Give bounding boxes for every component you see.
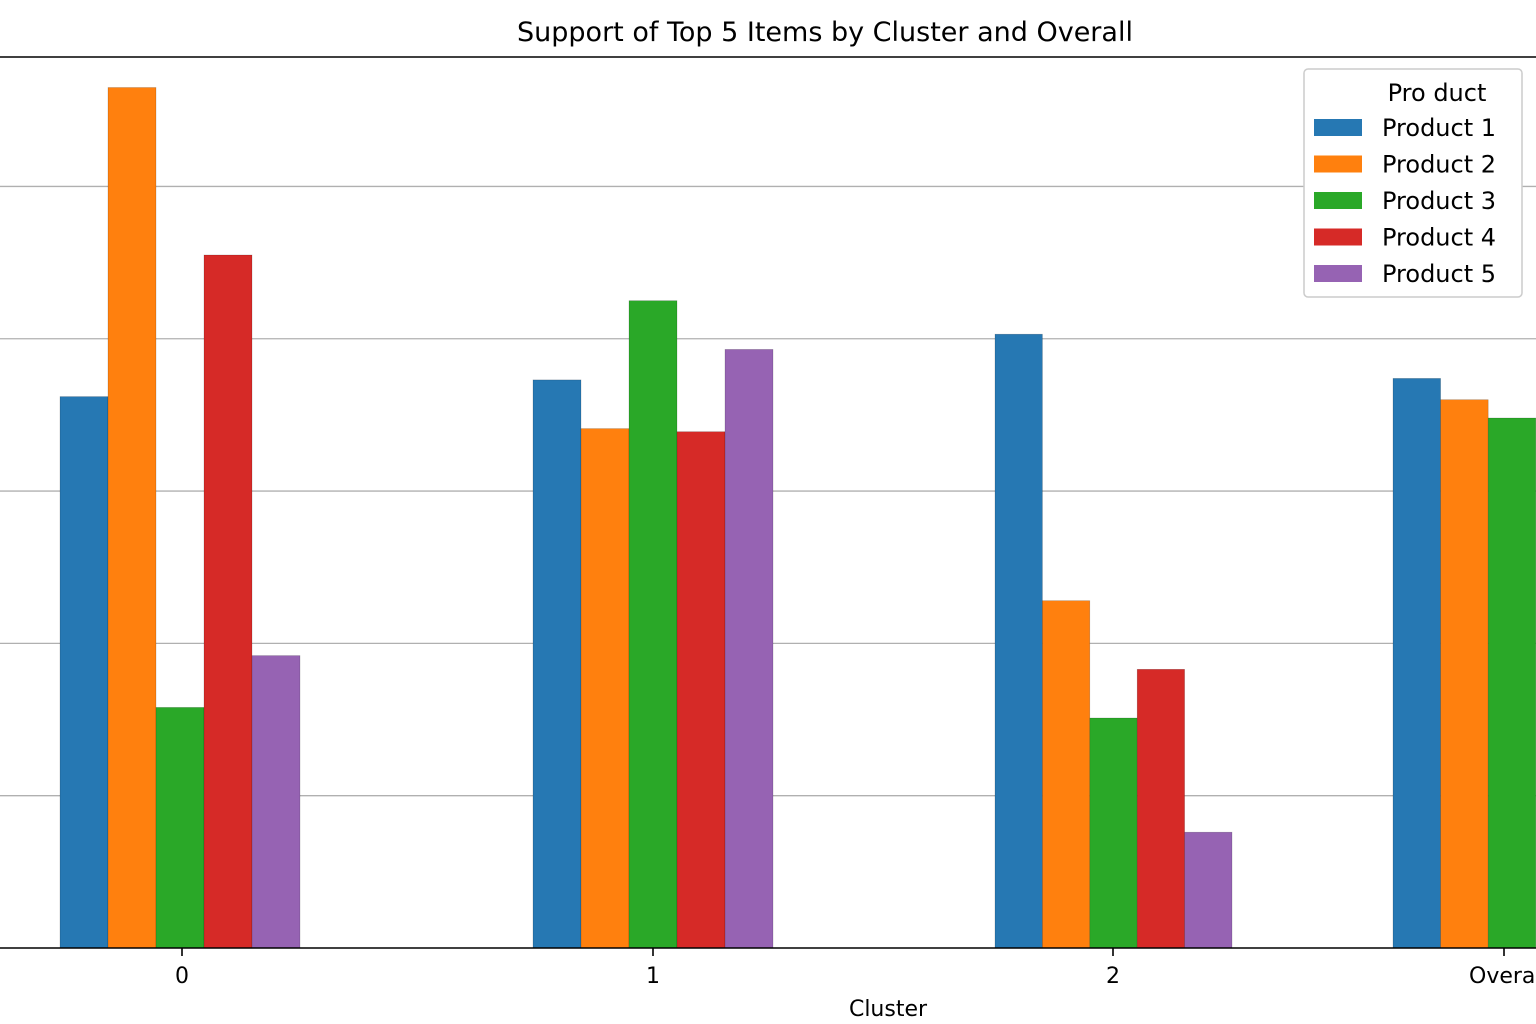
bar-cluster-1-product-3: [628, 300, 678, 949]
bar-cluster-0-product-3: [155, 707, 205, 949]
bar-cluster-2-product-5: [1184, 831, 1233, 949]
legend-title: Pro duct: [1388, 79, 1487, 107]
x-tick-label: 2: [1106, 964, 1120, 989]
bar-cluster-1-product-5: [724, 349, 774, 949]
bar-cluster-0-product-5: [251, 655, 301, 949]
bar-cluster-2-product-1: [994, 333, 1043, 949]
legend-label: Product 1: [1382, 114, 1496, 142]
x-tick-label: Overa: [1469, 964, 1535, 989]
bar-cluster-Overa-product-2: [1440, 399, 1489, 949]
legend-swatch: [1314, 192, 1362, 209]
legend-swatch: [1314, 155, 1362, 173]
bar-cluster-2-product-2: [1042, 600, 1091, 949]
legend-swatch: [1314, 265, 1362, 282]
x-tick-label: 0: [175, 964, 189, 989]
legend-label: Product 2: [1382, 151, 1496, 179]
legend-label: Product 5: [1382, 260, 1496, 288]
bar-cluster-1-product-4: [676, 431, 726, 949]
x-tick-label: 1: [646, 964, 660, 989]
bar-cluster-0-product-4: [203, 254, 253, 949]
bar-cluster-2-product-3: [1089, 717, 1138, 949]
x-axis-label: Cluster: [849, 997, 928, 1022]
legend-label: Product 4: [1382, 224, 1496, 252]
bar-cluster-Overa-product-1: [1392, 378, 1441, 949]
bar-cluster-2-product-4: [1136, 668, 1185, 949]
legend-swatch: [1314, 119, 1362, 136]
chart-title: Support of Top 5 Items by Cluster and Ov…: [517, 17, 1133, 48]
bars: [59, 87, 1536, 949]
x-ticks: 0 1 2 Overa: [175, 948, 1535, 989]
bar-cluster-0-product-2: [107, 87, 157, 949]
bar-cluster-Overa-product-3: [1487, 417, 1536, 949]
legend-swatch: [1314, 228, 1362, 246]
bar-cluster-1-product-1: [532, 379, 582, 949]
bar-cluster-1-product-2: [580, 428, 630, 949]
bar-cluster-0-product-1: [59, 396, 109, 949]
legend-label: Product 3: [1382, 187, 1496, 215]
legend-entries: Product 1 Product 2 Product 3 Product 4 Prod…: [1314, 114, 1496, 288]
